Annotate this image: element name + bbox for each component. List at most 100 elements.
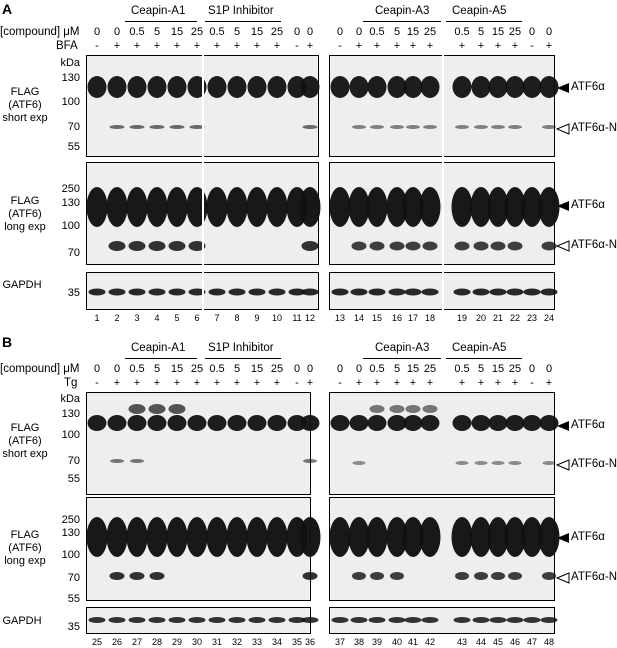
atf6-full-band: [538, 187, 560, 227]
atf6-full-band: [366, 187, 388, 227]
kda-marker: 70: [67, 572, 80, 584]
arrow-label-cleaved: ATF6α-N: [571, 239, 617, 251]
atf6-full-band: [521, 517, 543, 557]
atf6-full-band: [349, 415, 369, 431]
arrow-label-full-length: ATF6α: [571, 531, 605, 543]
atf6-full-band: [287, 76, 307, 98]
group-bracket: [205, 21, 281, 22]
concentration-value: 0.5: [454, 363, 470, 375]
concentration-value: 0: [113, 26, 121, 38]
concentration-value: 5: [393, 363, 401, 375]
treatment-sign: +: [233, 40, 241, 52]
concentration-value: 0: [293, 363, 301, 375]
blot-label-exposure: long exp: [4, 221, 46, 233]
concentration-value: 5: [477, 363, 485, 375]
gapdh-band: [268, 617, 286, 623]
open-arrowhead-icon: [555, 123, 570, 135]
gapdh-band: [421, 617, 439, 623]
atf6-full-band: [126, 517, 148, 557]
atf6-full-band: [299, 187, 321, 227]
concentration-value: 0: [93, 363, 101, 375]
atf6-n-band: [454, 241, 470, 251]
concentration-value: 5: [153, 363, 161, 375]
lane-number: 41: [407, 637, 418, 647]
concentration-value: 0.5: [129, 363, 145, 375]
concentration-value: 0.5: [369, 26, 385, 38]
atf6-full-band: [287, 415, 307, 431]
treatment-sign: +: [355, 377, 363, 389]
atf6-n-band: [390, 572, 404, 580]
atf6-n-band: [168, 241, 186, 251]
treatment-sign: +: [545, 40, 553, 52]
gapdh-band: [404, 288, 422, 296]
treatment-sign: -: [295, 377, 299, 389]
atf6-n-band: [406, 125, 420, 129]
atf6-full-band: [299, 517, 321, 557]
gapdh-band: [523, 617, 541, 623]
kda-marker: 70: [67, 121, 80, 133]
gapdh-band: [228, 617, 246, 623]
concentration-value: 0.5: [209, 26, 225, 38]
atf6-n-band: [149, 125, 165, 129]
blot-label-exposure: short exp: [2, 112, 48, 124]
lane-number: 35: [291, 637, 302, 647]
atf6-n-band: [491, 461, 505, 465]
atf6-n-band: [352, 125, 366, 129]
atf6-full-band: [420, 76, 440, 98]
atf6-n-band: [129, 572, 145, 580]
atf6-n-band: [541, 241, 557, 251]
atf6-n-band: [491, 572, 505, 580]
lane-number: 42: [424, 637, 435, 647]
blot-label-gapdh: GAPDH: [2, 615, 42, 627]
lane-number: 23: [526, 313, 537, 323]
gapdh-band: [168, 288, 186, 296]
panel-letter-b: B: [2, 334, 13, 350]
group-label-ceapin-a5: Ceapin-A5: [452, 342, 507, 354]
concentration-value: 0: [306, 363, 314, 375]
gapdh-band: [489, 288, 507, 296]
concentration-value: 0.5: [454, 26, 470, 38]
atf6-full-band: [539, 76, 559, 98]
atf6-full-band: [505, 415, 525, 431]
gapdh-band: [148, 288, 166, 296]
blot-label-atf6: (ATF6): [8, 542, 42, 554]
treatment-sign: +: [193, 40, 201, 52]
lane-number: 2: [114, 313, 120, 323]
atf6-full-band: [227, 76, 247, 98]
atf6-full-band: [488, 76, 508, 98]
blot-label-flag: FLAG: [10, 422, 40, 434]
atf6-full-band: [348, 517, 370, 557]
atf6-full-band: [206, 187, 228, 227]
kda-marker: 250: [61, 183, 80, 195]
gapdh-band: [248, 617, 266, 623]
gapdh-band: [248, 288, 266, 296]
atf6-n-band: [508, 125, 522, 129]
lane-number: 24: [543, 313, 554, 323]
gapdh-band: [168, 617, 186, 623]
atf6-n-band: [542, 461, 556, 465]
kda-marker: 55: [67, 593, 80, 605]
treatment-sign: +: [273, 40, 281, 52]
treatment-sign: +: [393, 40, 401, 52]
gapdh-band: [108, 288, 126, 296]
gapdh-band: [88, 617, 106, 623]
treatment-sign: +: [113, 377, 121, 389]
atf6-full-band: [419, 517, 441, 557]
concentration-value: 0: [545, 363, 553, 375]
treatment-sign: +: [373, 377, 381, 389]
atf6-full-band: [504, 517, 526, 557]
atf6-n-band: [370, 572, 384, 580]
treatment-sign: +: [253, 377, 261, 389]
atf6-full-band: [166, 187, 188, 227]
treatment-sign: +: [494, 377, 502, 389]
atf6-full-band: [470, 517, 492, 557]
atf6-full-band: [106, 517, 128, 557]
gapdh-band: [489, 617, 507, 623]
atf6-n-band: [148, 241, 166, 251]
lane-number: 20: [475, 313, 486, 323]
atf6-n-band: [109, 572, 125, 580]
lane-number: 16: [391, 313, 402, 323]
atf6-full-band: [246, 517, 268, 557]
compound-label: [compound] μM: [0, 363, 80, 375]
gapdh-band: [288, 617, 306, 623]
